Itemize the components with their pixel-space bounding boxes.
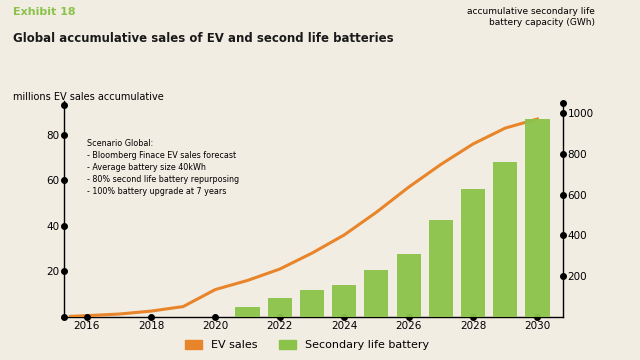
Bar	[332, 285, 356, 317]
Text: Scenario Global:
- Bloomberg Finace EV sales forecast
- Average battery size 40k: Scenario Global: - Bloomberg Finace EV s…	[86, 139, 239, 195]
Text: accumulative secondary life
battery capacity (GWh): accumulative secondary life battery capa…	[467, 7, 595, 27]
Text: Exhibit 18: Exhibit 18	[13, 7, 76, 17]
Text: millions EV sales accumulative: millions EV sales accumulative	[13, 92, 164, 102]
Bar	[461, 189, 485, 317]
Bar	[525, 119, 550, 317]
Bar	[364, 270, 388, 317]
Text: Global accumulative sales of EV and second life batteries: Global accumulative sales of EV and seco…	[13, 32, 394, 45]
Bar	[397, 254, 420, 317]
Bar	[429, 220, 453, 317]
Bar	[268, 298, 292, 317]
Bar	[493, 162, 517, 317]
Bar	[300, 290, 324, 317]
Legend: EV sales, Secondary life battery: EV sales, Secondary life battery	[180, 335, 434, 355]
Bar	[236, 307, 260, 317]
